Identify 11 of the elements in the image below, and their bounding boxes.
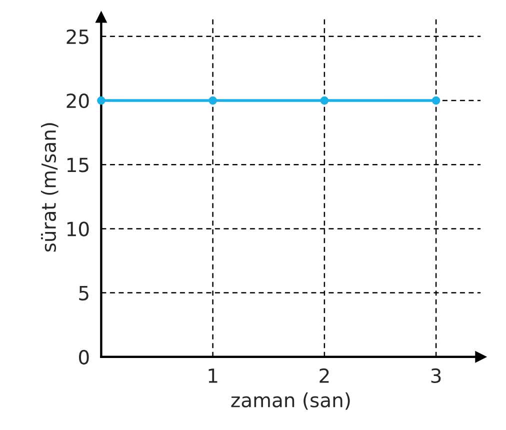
y-tick-label: 5: [79, 286, 88, 300]
y-tick-label: 20: [66, 93, 89, 108]
y-tick-label: 25: [66, 29, 88, 44]
x-tick-label: 3: [431, 368, 441, 384]
x-axis-title: zaman (san): [231, 392, 350, 410]
y-tick-label: 10: [67, 222, 89, 236]
x-tick-label: 1: [208, 368, 218, 383]
y-tick-label: 0: [79, 350, 89, 365]
x-tick-label: 2: [320, 368, 329, 383]
y-tick-label: 15: [67, 158, 88, 172]
y-axis-title: sürat (m/san): [40, 123, 58, 252]
